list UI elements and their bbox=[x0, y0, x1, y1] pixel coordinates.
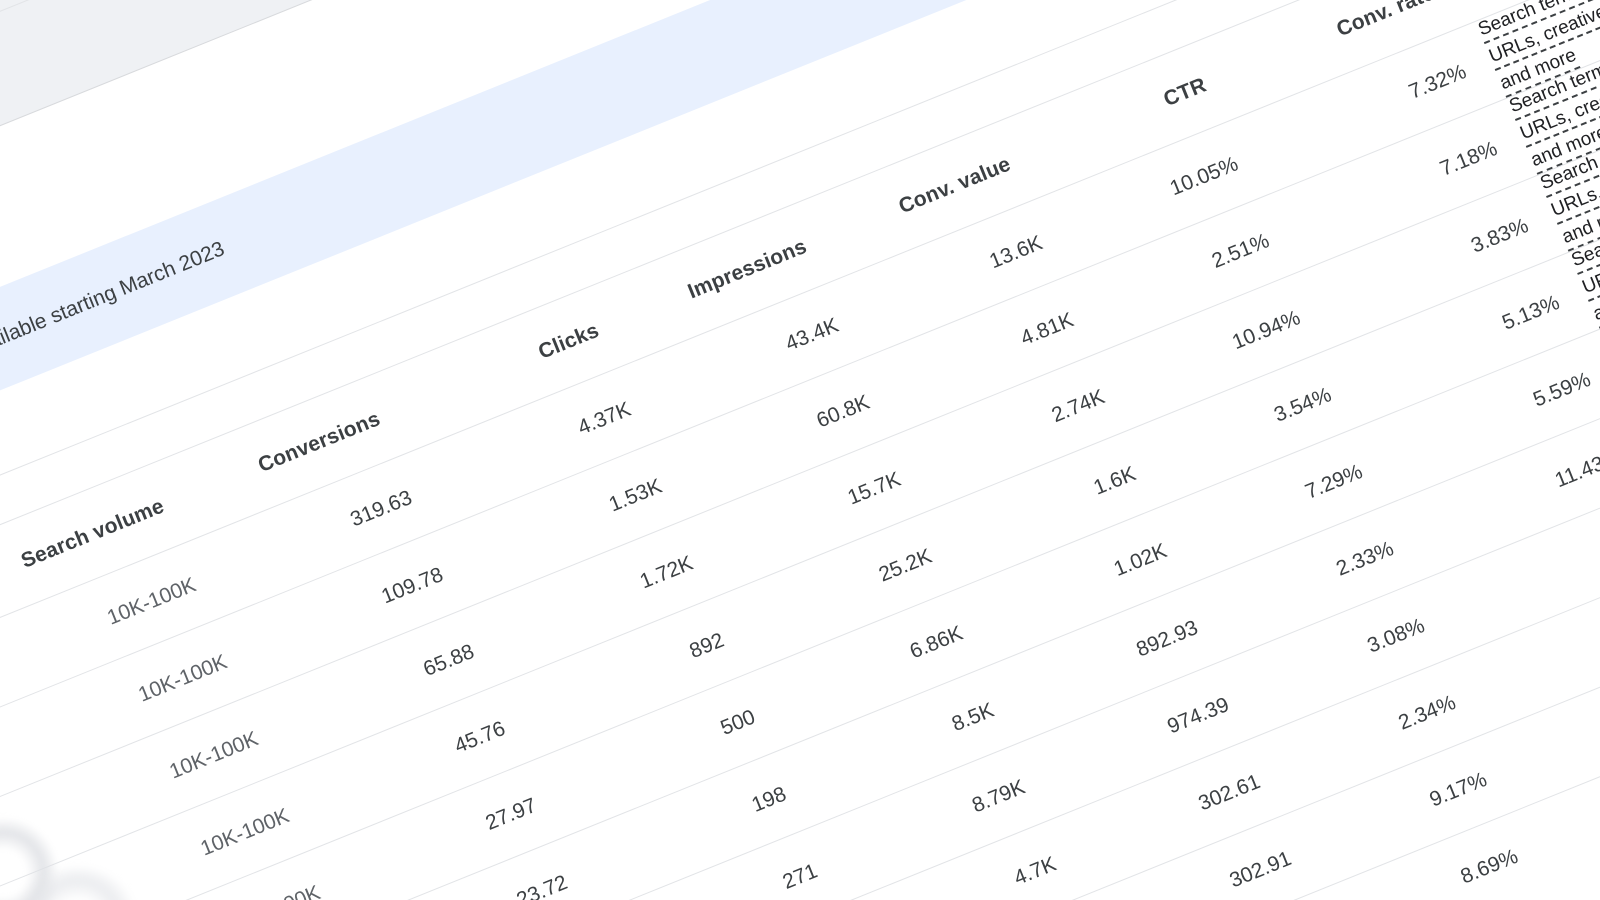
info-banner-text: available starting March 2023 bbox=[0, 237, 228, 362]
